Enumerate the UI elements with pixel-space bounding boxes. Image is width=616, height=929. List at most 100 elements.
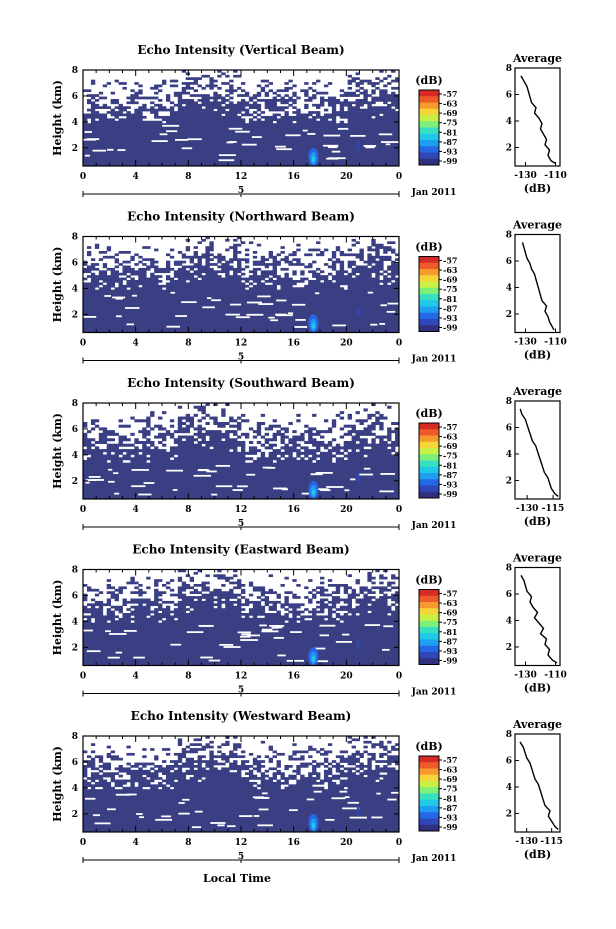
echo-cell <box>264 784 270 788</box>
echo-cell <box>110 446 115 450</box>
echo-cell <box>185 246 191 249</box>
echo-cell <box>371 265 376 269</box>
echo-cell <box>185 265 191 269</box>
echo-cell <box>110 111 115 114</box>
echo-cell <box>197 569 202 573</box>
echo-cell <box>304 615 309 619</box>
echo-cell <box>205 786 210 790</box>
echo-cell <box>221 769 226 773</box>
echo-cell <box>150 767 155 771</box>
echo-cell <box>169 106 175 109</box>
echo-cell <box>201 282 206 286</box>
echo-gap <box>218 159 235 162</box>
echo-cell <box>383 277 388 281</box>
echo-cell <box>359 421 364 426</box>
echo-gap <box>240 635 251 638</box>
echo-cell <box>308 457 313 461</box>
colorbar-tick-label: -99 <box>443 656 458 666</box>
echo-cell <box>387 457 392 461</box>
echo-cell <box>383 251 388 254</box>
echo-cell <box>94 454 100 458</box>
echo-cell <box>237 451 242 455</box>
echo-cell <box>323 752 329 756</box>
x-tick-label: 12 <box>235 172 248 182</box>
echo-cell <box>308 435 313 439</box>
echo-cell <box>268 99 273 102</box>
echo-cell <box>391 443 396 447</box>
echo-cell <box>110 449 115 453</box>
echo-cell <box>284 277 289 281</box>
echo-cell <box>300 779 305 783</box>
echo-cell <box>233 454 238 458</box>
echo-cell <box>217 421 222 426</box>
echo-cell <box>363 275 368 278</box>
echo-cell <box>142 106 147 109</box>
echo-cell <box>260 89 266 93</box>
echo-cell <box>173 784 179 788</box>
echo-cell <box>134 120 139 124</box>
echo-cell <box>347 118 352 122</box>
echo-cell <box>391 265 396 269</box>
echo-cell <box>320 284 325 288</box>
colorbar-frame <box>418 589 440 665</box>
echo-cell <box>110 457 115 461</box>
echo-cell <box>146 610 151 614</box>
echo-cell <box>106 282 112 286</box>
x-tick-label: 4 <box>133 172 139 182</box>
echo-cell <box>146 446 151 450</box>
echo-cell <box>229 576 234 580</box>
echo-cell <box>296 757 301 761</box>
echo-gap <box>386 310 396 313</box>
echo-cell <box>284 280 289 283</box>
echo-cell <box>339 598 345 602</box>
echo-cell <box>379 600 384 604</box>
echo-gap <box>194 810 203 813</box>
echo-cell <box>288 449 293 453</box>
echo-cell <box>229 111 234 114</box>
echo-field <box>83 403 399 499</box>
echo-cell <box>383 586 388 590</box>
echo-cell <box>268 287 273 290</box>
echo-cell <box>229 617 234 621</box>
echo-gap <box>175 315 187 317</box>
echo-gap <box>350 478 356 481</box>
echo-cell <box>102 275 108 278</box>
echo-cell <box>146 762 151 766</box>
echo-cell <box>162 772 167 775</box>
echo-cell <box>233 774 238 778</box>
echo-cell <box>158 287 163 290</box>
echo-cell <box>331 265 337 269</box>
echo-cell <box>379 586 384 590</box>
echo-gap <box>273 487 287 490</box>
echo-cell <box>205 454 210 458</box>
echo-gap <box>246 634 261 637</box>
echo-gap <box>363 145 377 147</box>
echo-cell <box>233 736 238 739</box>
echo-cell <box>268 427 273 431</box>
echo-cell <box>122 443 127 447</box>
echo-cell <box>94 593 100 597</box>
echo-cell <box>209 86 214 90</box>
echo-cell <box>383 280 388 283</box>
echo-cell <box>284 603 289 607</box>
echo-cell <box>126 424 131 428</box>
echo-cell <box>308 99 313 102</box>
echo-cell <box>86 459 92 463</box>
echo-cell <box>308 610 313 614</box>
echo-cell <box>355 265 360 269</box>
echo-cell <box>272 101 277 105</box>
echo-cell <box>173 120 179 124</box>
echo-cell <box>320 91 325 95</box>
echo-cell <box>193 427 198 431</box>
echo-cell <box>375 600 380 604</box>
echo-cell <box>102 765 108 768</box>
echo-cell <box>308 111 313 114</box>
echo-cell <box>114 451 119 455</box>
echo-cell <box>300 774 305 778</box>
echo-cell <box>154 608 159 611</box>
echo-cell <box>248 772 254 775</box>
echo-cell <box>193 446 198 450</box>
echo-cell <box>154 267 159 271</box>
echo-cell <box>165 263 171 266</box>
echo-cell <box>379 574 384 578</box>
